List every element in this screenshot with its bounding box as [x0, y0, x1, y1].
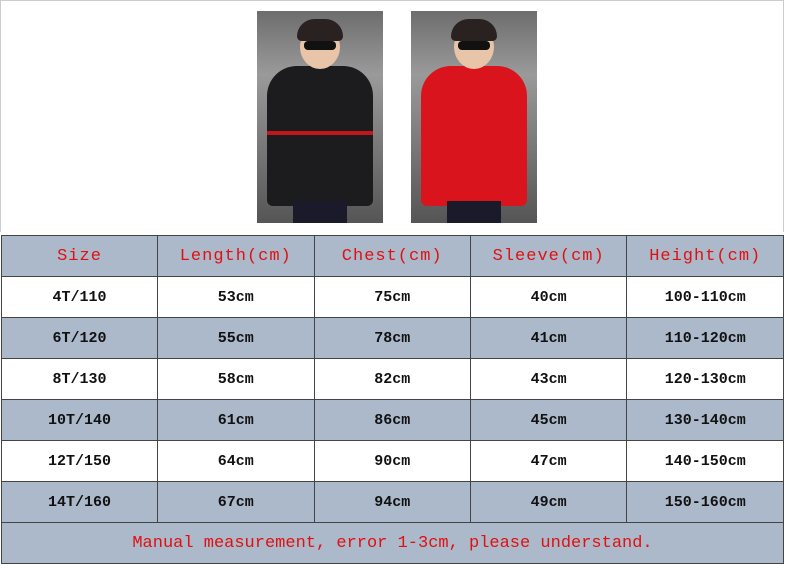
table-cell: 82cm — [313, 358, 471, 400]
table-cell: 110-120cm — [626, 317, 784, 359]
table-cell: 90cm — [313, 440, 471, 482]
table-cell: 8T/130 — [1, 358, 158, 400]
table-cell: 12T/150 — [1, 440, 158, 482]
table-cell: 78cm — [313, 317, 471, 359]
table-cell: 47cm — [469, 440, 628, 482]
table-header-row: Size Length(cm) Chest(cm) Sleeve(cm) Hei… — [1, 235, 784, 277]
table-cell: 67cm — [157, 481, 315, 523]
table-row: 8T/130 58cm 82cm 43cm 120-130cm — [1, 358, 784, 400]
table-cell: 43cm — [469, 358, 628, 400]
note-row: Manual measurement, error 1-3cm, please … — [1, 522, 784, 564]
table-row: 10T/140 61cm 86cm 45cm 130-140cm — [1, 399, 784, 441]
header-length: Length(cm) — [157, 235, 315, 277]
table-cell: 49cm — [469, 481, 628, 523]
table-cell: 86cm — [313, 399, 471, 441]
header-sleeve: Sleeve(cm) — [469, 235, 628, 277]
table-cell: 10T/140 — [1, 399, 158, 441]
product-photos — [0, 0, 784, 232]
table-cell: 94cm — [313, 481, 471, 523]
table-row: 12T/150 64cm 90cm 47cm 140-150cm — [1, 440, 784, 482]
table-cell: 140-150cm — [626, 440, 784, 482]
black-coat-photo — [257, 11, 383, 223]
table-cell: 41cm — [469, 317, 628, 359]
size-chart-table: Size Length(cm) Chest(cm) Sleeve(cm) Hei… — [1, 235, 784, 564]
table-cell: 53cm — [157, 276, 315, 318]
table-cell: 61cm — [157, 399, 315, 441]
table-cell: 6T/120 — [1, 317, 158, 359]
header-chest: Chest(cm) — [313, 235, 471, 277]
header-size: Size — [1, 235, 158, 277]
red-coat-photo — [411, 11, 537, 223]
table-cell: 120-130cm — [626, 358, 784, 400]
table-cell: 150-160cm — [626, 481, 784, 523]
table-cell: 45cm — [469, 399, 628, 441]
table-cell: 40cm — [469, 276, 628, 318]
table-cell: 64cm — [157, 440, 315, 482]
table-row: 14T/160 67cm 94cm 49cm 150-160cm — [1, 481, 784, 523]
table-cell: 130-140cm — [626, 399, 784, 441]
header-height: Height(cm) — [626, 235, 784, 277]
table-row: 6T/120 55cm 78cm 41cm 110-120cm — [1, 317, 784, 359]
table-cell: 14T/160 — [1, 481, 158, 523]
table-cell: 100-110cm — [626, 276, 784, 318]
table-row: 4T/110 53cm 75cm 40cm 100-110cm — [1, 276, 784, 318]
table-cell: 75cm — [313, 276, 471, 318]
table-cell: 55cm — [157, 317, 315, 359]
table-cell: 4T/110 — [1, 276, 158, 318]
table-cell: 58cm — [157, 358, 315, 400]
measurement-note: Manual measurement, error 1-3cm, please … — [1, 522, 784, 564]
